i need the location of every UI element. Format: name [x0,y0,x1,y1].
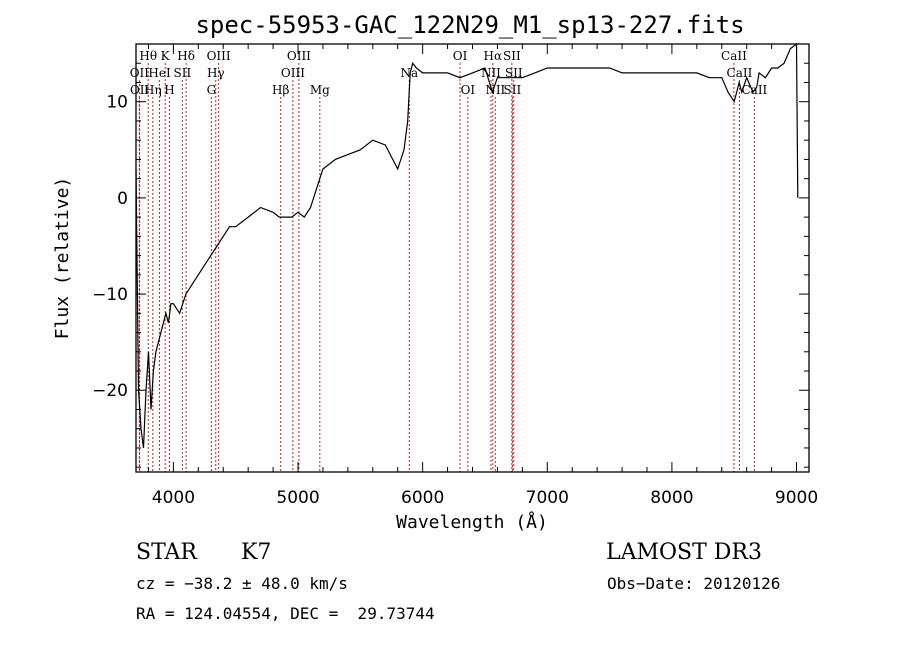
y-axis-label: Flux (relative) [52,177,73,340]
survey-name: LAMOST DR3 [606,540,762,565]
line-label-3: K [161,49,171,63]
line-label-8: H [164,83,174,97]
line-label-12: OIII [287,49,311,63]
y-tick-label-3: 10 [106,93,128,113]
y-tick-label-0: −20 [92,381,128,401]
redshift-velocity: cz = −38.2 ± 48.0 km/s [136,574,348,593]
x-tick-label-3: 7000 [526,488,569,508]
line-label-25: CaII [721,49,747,63]
line-label-18: OI [461,83,476,97]
x-axis-label: Wavelength (Å) [396,511,548,533]
x-tick-label-4: 8000 [650,488,693,508]
y-tick-label-2: 0 [117,189,128,209]
object-subclass: K7 [241,540,272,565]
x-axis-ticks: 4000 5000 6000 7000 8000 9000 [147,44,818,508]
line-label-5: Hη [144,83,162,97]
line-label-19: Hα [484,49,503,63]
x-tick-label-5: 9000 [775,488,818,508]
line-label-10: Hγ [207,66,225,80]
line-label-14: Hβ [272,83,289,97]
line-label-24: SII [504,83,522,97]
line-label-2: OII [130,83,150,97]
line-label-16: Na [400,66,418,80]
line-label-1: OII [130,66,150,80]
line-label-0: Hθ [139,49,157,63]
line-label-22: SII [505,66,523,80]
line-label-26: CaII [727,66,753,80]
line-label-4: HeI [148,66,171,80]
y-tick-label-1: −10 [92,285,128,305]
y-axis-ticks: −20 −10 0 10 [92,43,809,468]
line-label-13: OIII [281,66,305,80]
line-label-9: OIII [207,49,231,63]
plot-frame [135,43,810,473]
x-tick-label-1: 5000 [276,488,319,508]
line-label-11: G [207,83,217,97]
object-class: STAR [136,540,197,565]
line-label-15: Mg [310,83,330,97]
line-label-17: OI [453,49,468,63]
coordinates: RA = 124.04554, DEC = 29.73744 [136,604,435,623]
spectrum-series-line [135,42,799,449]
x-tick-label-2: 6000 [401,488,444,508]
chart-title: spec-55953-GAC_122N29_M1_sp13-227.fits [195,11,744,39]
x-tick-label-0: 4000 [152,488,195,508]
observation-date: Obs−Date: 20120126 [607,574,781,593]
line-label-7: SII [174,66,192,80]
line-label-20: SII [503,49,521,63]
line-label-6: Hδ [177,49,195,63]
